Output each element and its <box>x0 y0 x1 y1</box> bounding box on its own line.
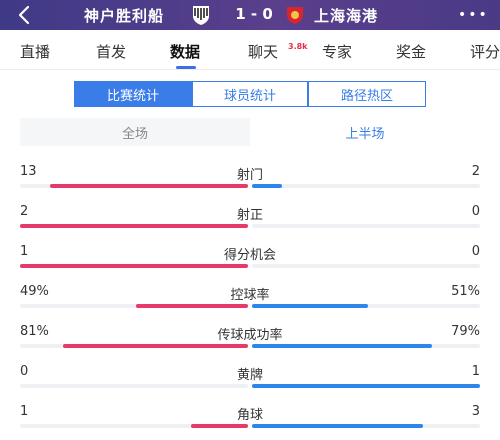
away-value: 0 <box>471 204 480 219</box>
home-bar <box>20 224 248 228</box>
home-bar <box>63 344 248 348</box>
stat-row: 0 黄牌 1 <box>0 364 500 400</box>
stat-label: 黄牌 <box>236 368 263 383</box>
stat-label: 射正 <box>236 208 263 223</box>
away-value: 2 <box>471 164 480 179</box>
home-value: 49% <box>20 284 49 299</box>
tab-lineup[interactable]: 首发 <box>96 43 127 61</box>
home-track <box>20 384 248 388</box>
away-track <box>252 384 480 388</box>
match-header: 神户胜利船 1 - 0 上海海港 ••• <box>0 0 500 30</box>
view-match-stats[interactable]: 比赛统计 <box>74 81 192 107</box>
stat-row: 2 射正 0 <box>0 204 500 240</box>
home-track <box>20 224 248 228</box>
stat-row: 1 角球 3 <box>0 404 500 440</box>
match-tabs: 直播 首发 数据 聊天 3.8k 专家 奖金 评分 <box>0 30 500 70</box>
period-full-match[interactable]: 全场 <box>121 126 148 142</box>
home-bar <box>136 304 248 308</box>
away-value: 3 <box>471 404 480 419</box>
tab-bonus[interactable]: 奖金 <box>396 43 427 61</box>
stat-label: 传球成功率 <box>217 328 283 343</box>
home-track <box>20 424 248 428</box>
away-track <box>252 424 480 428</box>
stat-row: 49% 控球率 51% <box>0 284 500 320</box>
home-value: 81% <box>20 324 49 339</box>
away-track <box>252 304 480 308</box>
stat-row: 1 得分机会 0 <box>0 244 500 280</box>
home-team-crest-icon[interactable] <box>190 4 212 26</box>
away-value: 0 <box>471 244 480 259</box>
match-score: 1 - 0 <box>235 5 273 23</box>
home-track <box>20 264 248 268</box>
tab-chat[interactable]: 聊天 <box>248 43 279 61</box>
stat-label: 控球率 <box>230 288 270 303</box>
chat-count-badge: 3.8k <box>288 42 308 51</box>
away-bar <box>252 344 433 348</box>
stat-label: 得分机会 <box>223 248 276 263</box>
active-tab-indicator <box>176 66 196 69</box>
tab-live[interactable]: 直播 <box>20 43 51 61</box>
tab-ratings[interactable]: 评分 <box>470 43 500 61</box>
away-track <box>252 224 480 228</box>
home-bar <box>20 264 248 268</box>
period-first-half[interactable]: 上半场 <box>250 118 480 146</box>
home-track <box>20 184 248 188</box>
tab-stats[interactable]: 数据 <box>170 43 201 61</box>
away-team-name[interactable]: 上海海港 <box>314 7 379 25</box>
away-team-crest-icon[interactable] <box>284 4 306 26</box>
home-track <box>20 344 248 348</box>
home-value: 1 <box>20 404 29 419</box>
stat-row: 81% 传球成功率 79% <box>0 324 500 360</box>
home-value: 2 <box>20 204 29 219</box>
stat-label: 射门 <box>236 168 263 183</box>
stat-row: 13 射门 2 <box>0 164 500 200</box>
away-track <box>252 264 480 268</box>
away-bar <box>252 384 480 388</box>
home-track <box>20 304 248 308</box>
home-value: 13 <box>20 164 37 179</box>
stat-label: 角球 <box>236 408 263 423</box>
away-track <box>252 184 480 188</box>
away-bar <box>252 424 423 428</box>
away-bar <box>252 184 283 188</box>
tab-experts[interactable]: 专家 <box>322 43 353 61</box>
home-team-name[interactable]: 神户胜利船 <box>84 7 165 25</box>
away-value: 79% <box>451 324 480 339</box>
away-value: 51% <box>451 284 480 299</box>
away-value: 1 <box>471 364 480 379</box>
period-selector: 全场 上半场 <box>20 118 480 146</box>
away-track <box>252 344 480 348</box>
home-value: 1 <box>20 244 29 259</box>
home-bar <box>50 184 248 188</box>
home-bar <box>191 424 248 428</box>
back-arrow-icon[interactable] <box>14 4 36 26</box>
view-player-stats[interactable]: 球员统计 <box>192 81 308 107</box>
more-options-icon[interactable]: ••• <box>458 7 489 23</box>
home-value: 0 <box>20 364 29 379</box>
away-bar <box>252 304 369 308</box>
view-heatmap[interactable]: 路径热区 <box>308 81 426 107</box>
